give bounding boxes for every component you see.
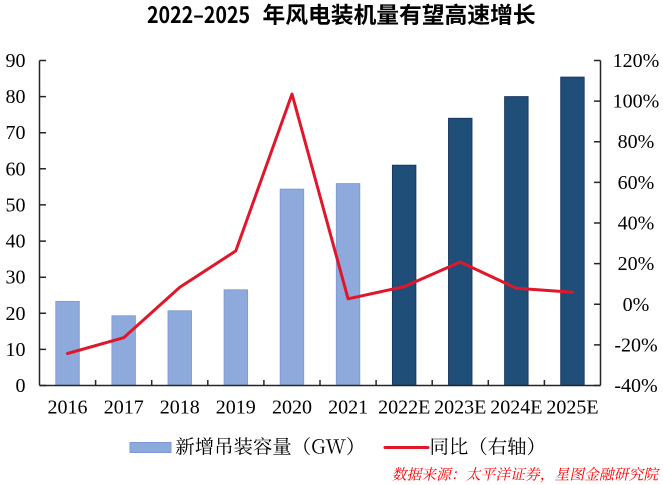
- svg-text:100%: 100%: [613, 91, 660, 113]
- svg-text:2024E: 2024E: [490, 397, 542, 419]
- svg-text:80%: 80%: [618, 131, 655, 153]
- svg-text:2018: 2018: [160, 397, 200, 419]
- svg-text:90: 90: [6, 50, 26, 72]
- svg-text:2020: 2020: [272, 397, 312, 419]
- svg-text:2023E: 2023E: [434, 397, 486, 419]
- svg-text:30: 30: [6, 267, 26, 289]
- svg-text:60%: 60%: [618, 172, 655, 194]
- svg-text:70: 70: [6, 122, 26, 144]
- svg-text:2019: 2019: [216, 397, 256, 419]
- svg-text:0: 0: [16, 375, 26, 397]
- svg-text:40%: 40%: [618, 213, 655, 235]
- svg-text:2021: 2021: [328, 397, 368, 419]
- svg-text:20: 20: [6, 303, 26, 325]
- svg-text:40: 40: [6, 231, 26, 253]
- svg-text:0%: 0%: [623, 294, 650, 316]
- svg-text:2025E: 2025E: [546, 397, 598, 419]
- svg-text:20%: 20%: [618, 253, 655, 275]
- svg-text:50: 50: [6, 194, 26, 216]
- svg-text:-40%: -40%: [614, 375, 657, 397]
- svg-text:2022E: 2022E: [378, 397, 430, 419]
- svg-text:2017: 2017: [104, 397, 144, 419]
- svg-text:2016: 2016: [48, 397, 88, 419]
- svg-text:60: 60: [6, 158, 26, 180]
- svg-text:-20%: -20%: [614, 334, 657, 356]
- svg-text:10: 10: [6, 339, 26, 361]
- svg-text:120%: 120%: [613, 50, 660, 72]
- svg-text:80: 80: [6, 86, 26, 108]
